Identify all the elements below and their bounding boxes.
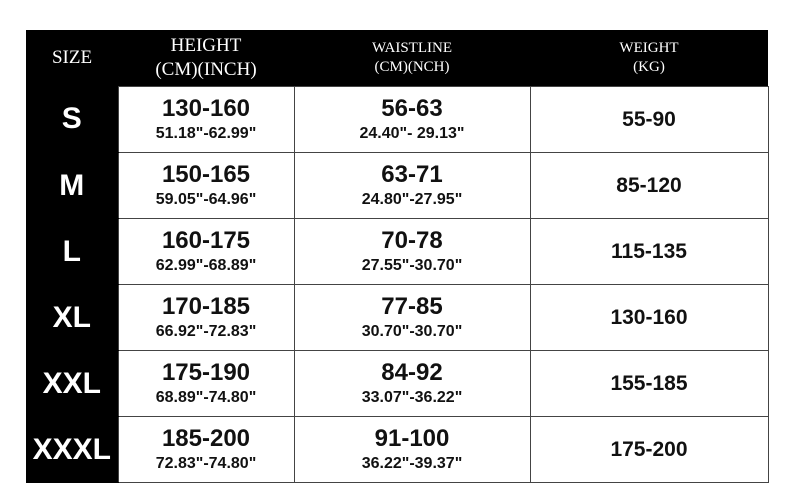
- weight-cell: 85-120: [529, 152, 769, 219]
- size-chart-table: SIZE HEIGHT (CM)(INCH) WAISTLINE (CM)(NCH)…: [26, 30, 769, 483]
- table-row: L 160-175 62.99"-68.89" 70-78 27.55"-30.70…: [26, 218, 769, 285]
- height-cell: 160-175 62.99"-68.89": [117, 218, 295, 285]
- height-inch: 66.92"-72.83": [155, 322, 257, 340]
- size-cell: S: [26, 86, 118, 153]
- table-row: S 130-160 51.18"-62.99" 56-63 24.40"- 29.1…: [26, 86, 769, 153]
- waist-cell: 84-92 33.07"-36.22": [293, 350, 531, 417]
- table-row: XXXL 185-200 72.83"-74.80" 91-100 36.22"-3…: [26, 416, 769, 483]
- height-cell: 170-185 66.92"-72.83": [117, 284, 295, 351]
- table-row: XL 170-185 66.92"-72.83" 77-85 30.70"-30.7…: [26, 284, 769, 351]
- weight-cell: 55-90: [529, 86, 769, 153]
- header-weight: WEIGHT (KG): [530, 30, 768, 87]
- header-row: SIZE HEIGHT (CM)(INCH) WAISTLINE (CM)(NCH)…: [26, 30, 768, 87]
- waist-cm: 56-63: [381, 94, 443, 122]
- size-cell: XXXL: [26, 416, 118, 483]
- height-cm: 175-190: [161, 358, 251, 386]
- waist-cm: 63-71: [381, 160, 443, 188]
- header-weight-title: WEIGHT: [619, 40, 679, 57]
- height-inch: 51.18"-62.99": [155, 124, 257, 142]
- size-cell: XXL: [26, 350, 118, 417]
- header-height-title: HEIGHT: [170, 35, 242, 57]
- height-inch: 72.83"-74.80": [155, 454, 257, 472]
- header-waist: WAISTLINE (CM)(NCH): [294, 30, 530, 87]
- header-height-units: (CM)(INCH): [155, 59, 257, 80]
- height-cm: 170-185: [161, 292, 251, 320]
- waist-cell: 70-78 27.55"-30.70": [293, 218, 531, 285]
- waist-inch: 30.70"-30.70": [361, 322, 463, 340]
- waist-inch: 24.40"- 29.13": [359, 124, 465, 142]
- header-size-label: SIZE: [51, 47, 93, 69]
- waist-cm: 91-100: [374, 424, 450, 452]
- height-inch: 68.89"-74.80": [155, 388, 257, 406]
- size-cell: M: [26, 152, 118, 219]
- waist-inch: 33.07"-36.22": [361, 388, 463, 406]
- header-height: HEIGHT (CM)(INCH): [118, 30, 294, 87]
- height-cell: 130-160 51.18"-62.99": [117, 86, 295, 153]
- height-cell: 150-165 59.05"-64.96": [117, 152, 295, 219]
- height-cell: 175-190 68.89"-74.80": [117, 350, 295, 417]
- height-cell: 185-200 72.83"-74.80": [117, 416, 295, 483]
- height-inch: 59.05"-64.96": [155, 190, 257, 208]
- weight-cell: 115-135: [529, 218, 769, 285]
- waist-inch: 27.55"-30.70": [361, 256, 463, 274]
- weight-cell: 175-200: [529, 416, 769, 483]
- size-cell: L: [26, 218, 118, 285]
- size-cell: XL: [26, 284, 118, 351]
- height-cm: 185-200: [161, 424, 251, 452]
- waist-cell: 77-85 30.70"-30.70": [293, 284, 531, 351]
- header-waist-title: WAISTLINE: [372, 40, 452, 57]
- waist-inch: 24.80"-27.95": [361, 190, 463, 208]
- waist-cell: 56-63 24.40"- 29.13": [293, 86, 531, 153]
- waist-cm: 70-78: [381, 226, 443, 254]
- weight-cell: 155-185: [529, 350, 769, 417]
- waist-cell: 63-71 24.80"-27.95": [293, 152, 531, 219]
- header-weight-units: (KG): [633, 59, 665, 75]
- waist-cm: 77-85: [381, 292, 443, 320]
- waist-cm: 84-92: [381, 358, 443, 386]
- height-cm: 160-175: [161, 226, 251, 254]
- table-row: M 150-165 59.05"-64.96" 63-71 24.80"-27.95…: [26, 152, 769, 219]
- table-row: XXL 175-190 68.89"-74.80" 84-92 33.07"-36.…: [26, 350, 769, 417]
- header-waist-units: (CM)(NCH): [374, 59, 450, 75]
- weight-cell: 130-160: [529, 284, 769, 351]
- height-inch: 62.99"-68.89": [155, 256, 257, 274]
- header-size: SIZE: [26, 30, 118, 87]
- waist-inch: 36.22"-39.37": [361, 454, 463, 472]
- height-cm: 130-160: [161, 94, 251, 122]
- height-cm: 150-165: [161, 160, 251, 188]
- waist-cell: 91-100 36.22"-39.37": [293, 416, 531, 483]
